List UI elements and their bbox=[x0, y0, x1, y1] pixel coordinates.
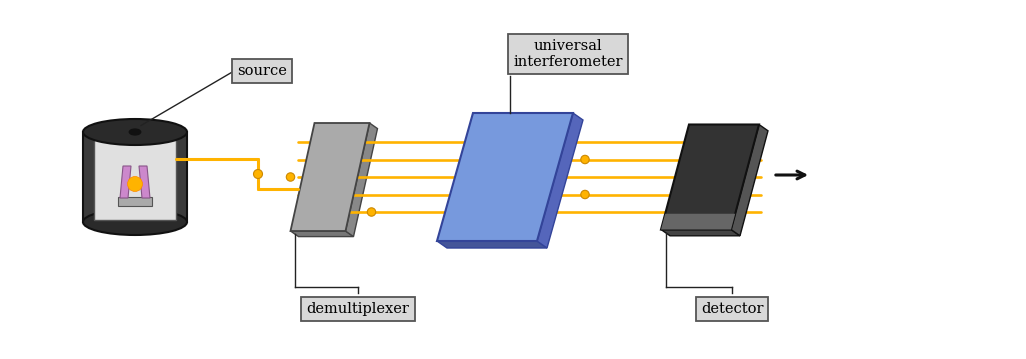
Polygon shape bbox=[94, 134, 175, 220]
Text: detector: detector bbox=[701, 302, 763, 316]
Polygon shape bbox=[661, 229, 740, 236]
Polygon shape bbox=[83, 132, 187, 222]
Polygon shape bbox=[346, 123, 378, 237]
Ellipse shape bbox=[83, 209, 187, 235]
Text: demultiplexer: demultiplexer bbox=[307, 302, 409, 316]
Circle shape bbox=[253, 169, 263, 178]
Polygon shape bbox=[139, 166, 150, 198]
Polygon shape bbox=[537, 113, 583, 248]
Circle shape bbox=[581, 155, 589, 164]
Polygon shape bbox=[437, 241, 547, 248]
Circle shape bbox=[367, 208, 376, 216]
Polygon shape bbox=[290, 123, 369, 231]
Polygon shape bbox=[661, 214, 736, 229]
Circle shape bbox=[127, 177, 143, 191]
Polygon shape bbox=[661, 125, 759, 229]
Circle shape bbox=[581, 190, 589, 199]
Polygon shape bbox=[731, 125, 768, 236]
Text: source: source bbox=[237, 64, 287, 78]
Polygon shape bbox=[120, 166, 131, 198]
Polygon shape bbox=[437, 113, 573, 241]
Text: universal
interferometer: universal interferometer bbox=[513, 39, 623, 69]
Polygon shape bbox=[290, 231, 354, 237]
Ellipse shape bbox=[83, 119, 187, 145]
FancyBboxPatch shape bbox=[118, 197, 152, 206]
Ellipse shape bbox=[129, 129, 141, 135]
Ellipse shape bbox=[94, 126, 175, 142]
Circle shape bbox=[286, 173, 294, 181]
